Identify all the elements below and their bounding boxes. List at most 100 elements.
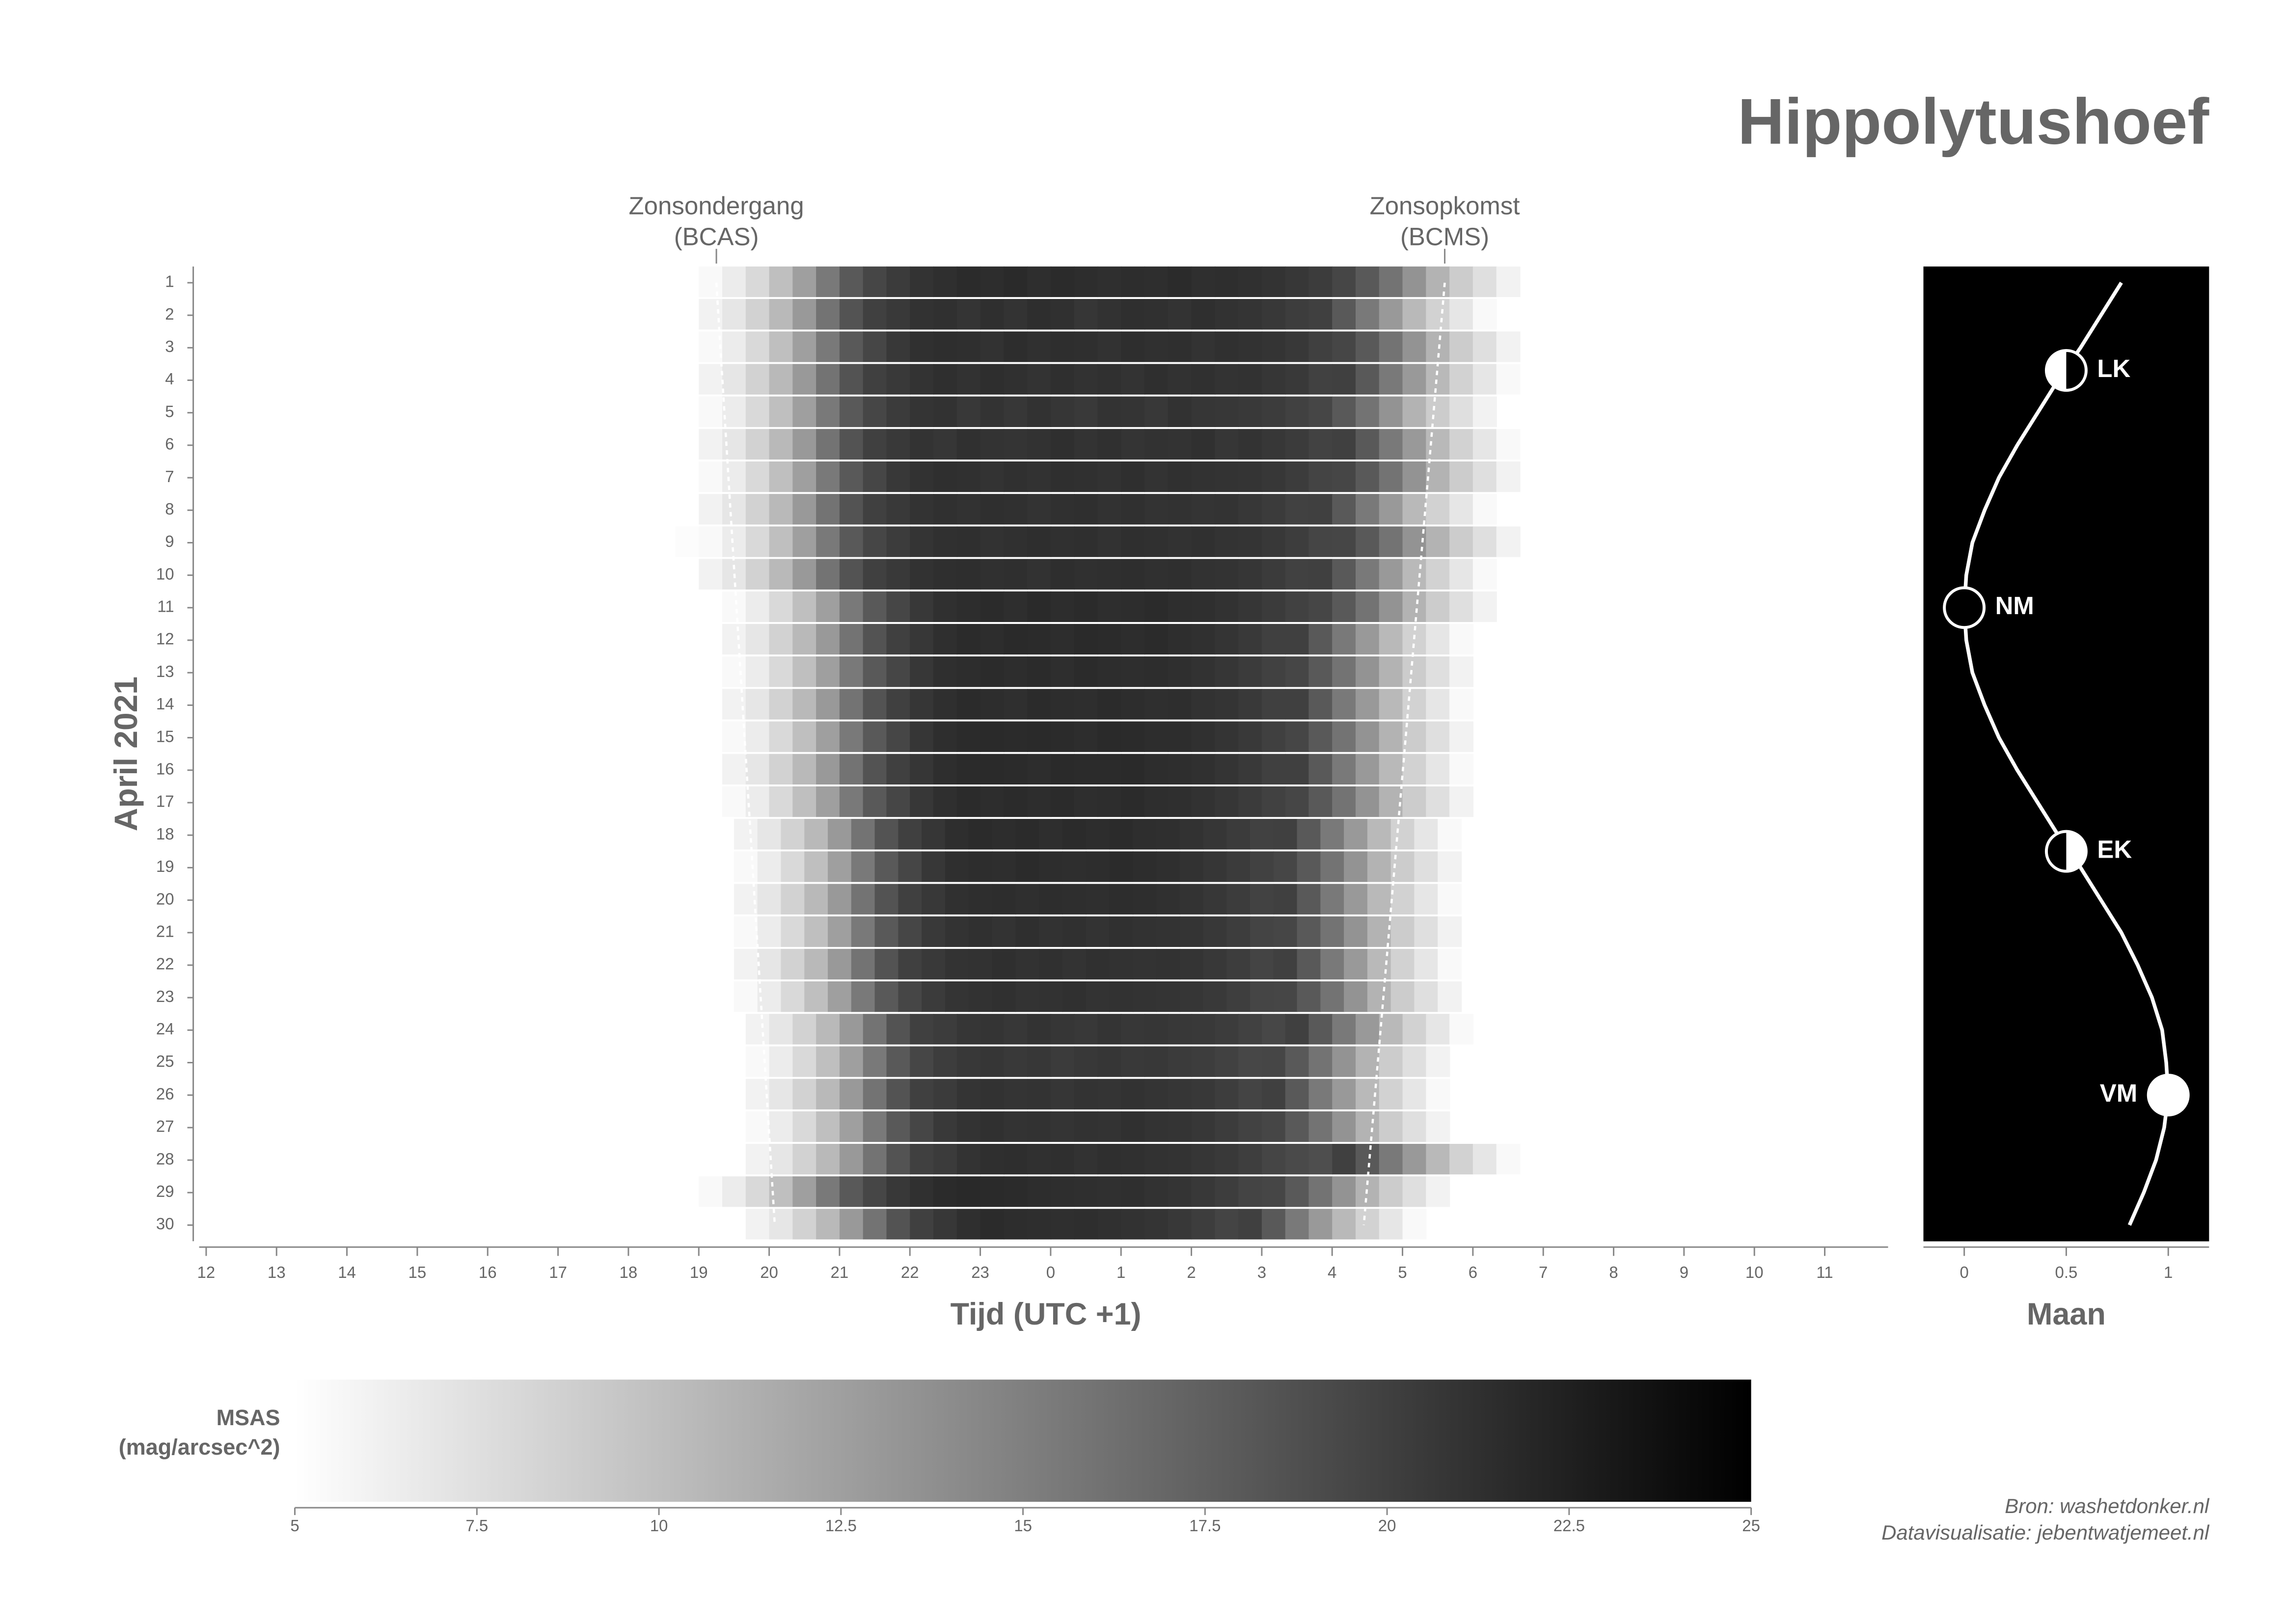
heat-cell [1332, 494, 1357, 525]
heat-cell [1050, 494, 1075, 525]
heat-cell [816, 1209, 841, 1240]
heat-cell [1062, 948, 1087, 980]
heat-cell [1215, 331, 1239, 362]
x-tick-label: 10 [1745, 1263, 1764, 1281]
heat-cell [1050, 1143, 1075, 1175]
heat-cell [1308, 689, 1333, 720]
heat-cell [769, 721, 793, 752]
heat-cell [1004, 461, 1028, 492]
heat-cell [1191, 429, 1216, 460]
heat-cell [1191, 786, 1216, 817]
heat-cell [1191, 754, 1216, 785]
heat-cell [1074, 591, 1098, 623]
heat-cell [956, 721, 981, 752]
heat-cell [734, 948, 758, 980]
heat-cell [863, 623, 887, 655]
heat-cell [1261, 1143, 1286, 1175]
heat-cell [1402, 591, 1427, 623]
y-tick-label: 28 [156, 1150, 174, 1168]
heat-cell [956, 591, 981, 623]
heat-cell [1285, 754, 1309, 785]
heat-cell [1355, 623, 1380, 655]
heat-cell [1015, 851, 1040, 882]
heat-cell [910, 1014, 934, 1045]
heat-cell [1414, 948, 1439, 980]
heat-cell [980, 1143, 1005, 1175]
heat-cell [828, 948, 852, 980]
heat-cell [1402, 689, 1427, 720]
heat-cell [886, 591, 911, 623]
heat-cell [910, 331, 934, 362]
heat-cell [1050, 559, 1075, 590]
heat-cell [1144, 754, 1169, 785]
heat-cell [1097, 754, 1122, 785]
heat-cell [945, 819, 969, 850]
y-tick-label: 17 [156, 792, 174, 811]
heat-cell [1027, 526, 1052, 557]
heat-cell [922, 884, 946, 915]
heat-cell [722, 461, 746, 492]
y-tick-label: 15 [156, 727, 174, 745]
heat-cell [1039, 851, 1063, 882]
x-tick-label: 0 [1046, 1263, 1055, 1281]
heat-cell [1273, 916, 1298, 947]
heat-cell [922, 851, 946, 882]
heat-cell [1097, 1176, 1122, 1207]
heat-cell [722, 396, 746, 427]
heat-cell [1308, 494, 1333, 525]
x-tick-label: 18 [620, 1263, 638, 1281]
heat-cell [1355, 494, 1380, 525]
heat-cell [839, 1176, 864, 1207]
heat-cell [1402, 299, 1427, 330]
heat-cell [769, 1209, 793, 1240]
heat-cell [1472, 1143, 1497, 1175]
heat-cell [1109, 884, 1134, 915]
heat-cell [839, 1079, 864, 1110]
x-tick-label: 12 [197, 1263, 216, 1281]
heat-cell [816, 1046, 841, 1077]
heat-cell [1238, 656, 1263, 687]
heat-cell [1344, 981, 1368, 1012]
heat-cell [839, 689, 864, 720]
heat-cell [745, 526, 770, 557]
heat-cell [1097, 1014, 1122, 1045]
heat-cell [804, 851, 829, 882]
heat-cell [1144, 396, 1169, 427]
x-tick-label: 11 [1816, 1263, 1833, 1281]
heat-cell [1390, 884, 1415, 915]
x-tick-label: 13 [268, 1263, 286, 1281]
heat-cell [1285, 1143, 1309, 1175]
heat-cell [1355, 461, 1380, 492]
heat-cell [792, 1176, 817, 1207]
heat-cell [1472, 364, 1497, 395]
heat-cell [1121, 1046, 1145, 1077]
sun-label: (BCAS) [674, 222, 759, 250]
heat-cell [1226, 981, 1251, 1012]
heat-cell [1121, 559, 1145, 590]
heat-cell [804, 981, 829, 1012]
heat-cell [722, 721, 746, 752]
heat-cell [1285, 689, 1309, 720]
heat-cell [1144, 364, 1169, 395]
moon-phase [2147, 1074, 2190, 1117]
heat-cell [898, 884, 923, 915]
heat-cell [1414, 819, 1439, 850]
heat-cell [1344, 948, 1368, 980]
heat-cell [910, 786, 934, 817]
heat-cell [992, 981, 1016, 1012]
heat-cell [1168, 1143, 1192, 1175]
heat-cell [1144, 299, 1169, 330]
x-tick-label: 23 [971, 1263, 989, 1281]
heat-cell [910, 689, 934, 720]
heat-cell [863, 1046, 887, 1077]
heat-cell [1379, 623, 1403, 655]
heat-cell [956, 364, 981, 395]
heat-cell [1004, 591, 1028, 623]
heat-cell [1215, 266, 1239, 298]
heat-cell [933, 1111, 958, 1142]
heat-cell [1050, 364, 1075, 395]
heat-cell [792, 721, 817, 752]
heat-cell [839, 299, 864, 330]
heat-cell [792, 623, 817, 655]
heat-cell [1215, 754, 1239, 785]
